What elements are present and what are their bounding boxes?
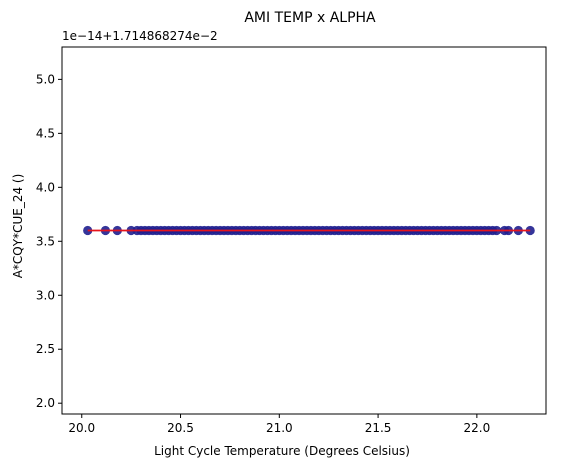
x-tick-label: 20.0 [68, 421, 95, 435]
x-tick-label: 21.5 [365, 421, 392, 435]
y-tick-label: 3.0 [36, 288, 55, 302]
y-tick-label: 2.5 [36, 342, 55, 356]
x-axis: 20.0 20.5 21.0 21.5 22.0 [68, 414, 490, 435]
chart-title: AMI TEMP x ALPHA [244, 10, 376, 26]
plot-area [83, 225, 535, 236]
y-axis: 2.0 2.5 3.0 3.5 4.0 4.5 5.0 [36, 72, 62, 410]
x-tick-label: 22.0 [463, 421, 490, 435]
y-axis-label: A*CQY*CUE_24 () [11, 174, 25, 279]
plot-frame [61, 46, 547, 415]
y-tick-label: 5.0 [36, 72, 55, 86]
y-tick-label: 3.5 [36, 234, 55, 248]
x-tick-label: 21.0 [266, 421, 293, 435]
x-tick-label: 20.5 [167, 421, 194, 435]
y-tick-label: 2.0 [36, 396, 55, 410]
x-axis-label: Light Cycle Temperature (Degrees Celsius… [154, 444, 410, 458]
y-tick-label: 4.5 [36, 126, 55, 140]
y-tick-label: 4.0 [36, 180, 55, 194]
y-axis-offset-label: 1e−14+1.714868274e−2 [62, 29, 218, 43]
